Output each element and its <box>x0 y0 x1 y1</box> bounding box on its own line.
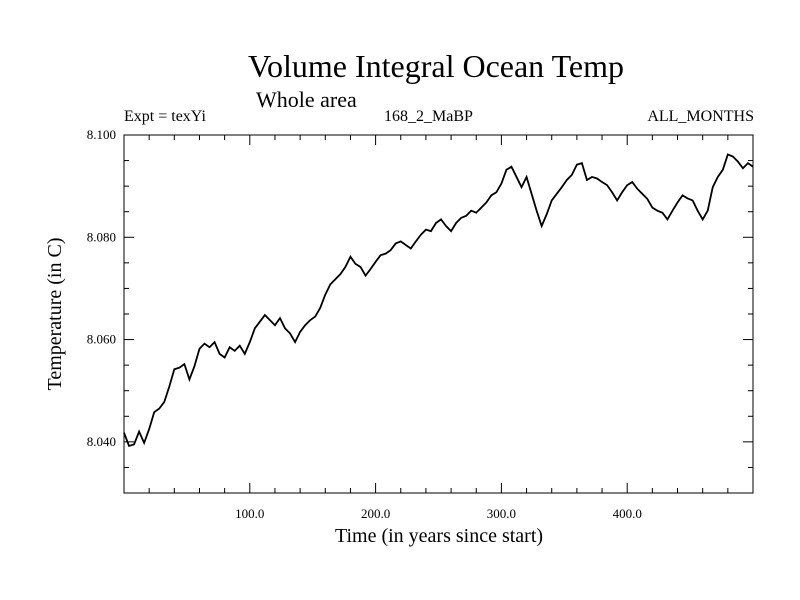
experiment-label: Expt = texYi <box>124 108 206 125</box>
x-tick-label: 100.0 <box>235 506 264 521</box>
x-tick-label: 300.0 <box>487 506 516 521</box>
run-label: 168_2_MaBP <box>384 108 473 125</box>
chart-subtitle: Whole area <box>256 87 357 112</box>
months-label: ALL_MONTHS <box>647 108 754 125</box>
y-tick-label: 8.040 <box>87 434 116 449</box>
tick-label-group: 100.0 200.0 300.0 400.0 8.040 8.060 8.080 8.100 <box>87 127 642 521</box>
y-tick-label: 8.080 <box>87 229 116 244</box>
x-tick-label: 400.0 <box>613 506 642 521</box>
x-axis-label: Time (in years since start) <box>335 525 543 547</box>
plot-frame <box>123 134 754 494</box>
temperature-series-line <box>123 153 754 448</box>
chart-title: Volume Integral Ocean Temp <box>247 48 624 84</box>
y-axis-label: Temperature (in C) <box>44 238 66 391</box>
y-tick-label: 8.100 <box>87 127 116 142</box>
tick-group <box>124 134 753 493</box>
y-tick-label: 8.060 <box>87 332 116 347</box>
x-tick-label: 200.0 <box>361 506 390 521</box>
